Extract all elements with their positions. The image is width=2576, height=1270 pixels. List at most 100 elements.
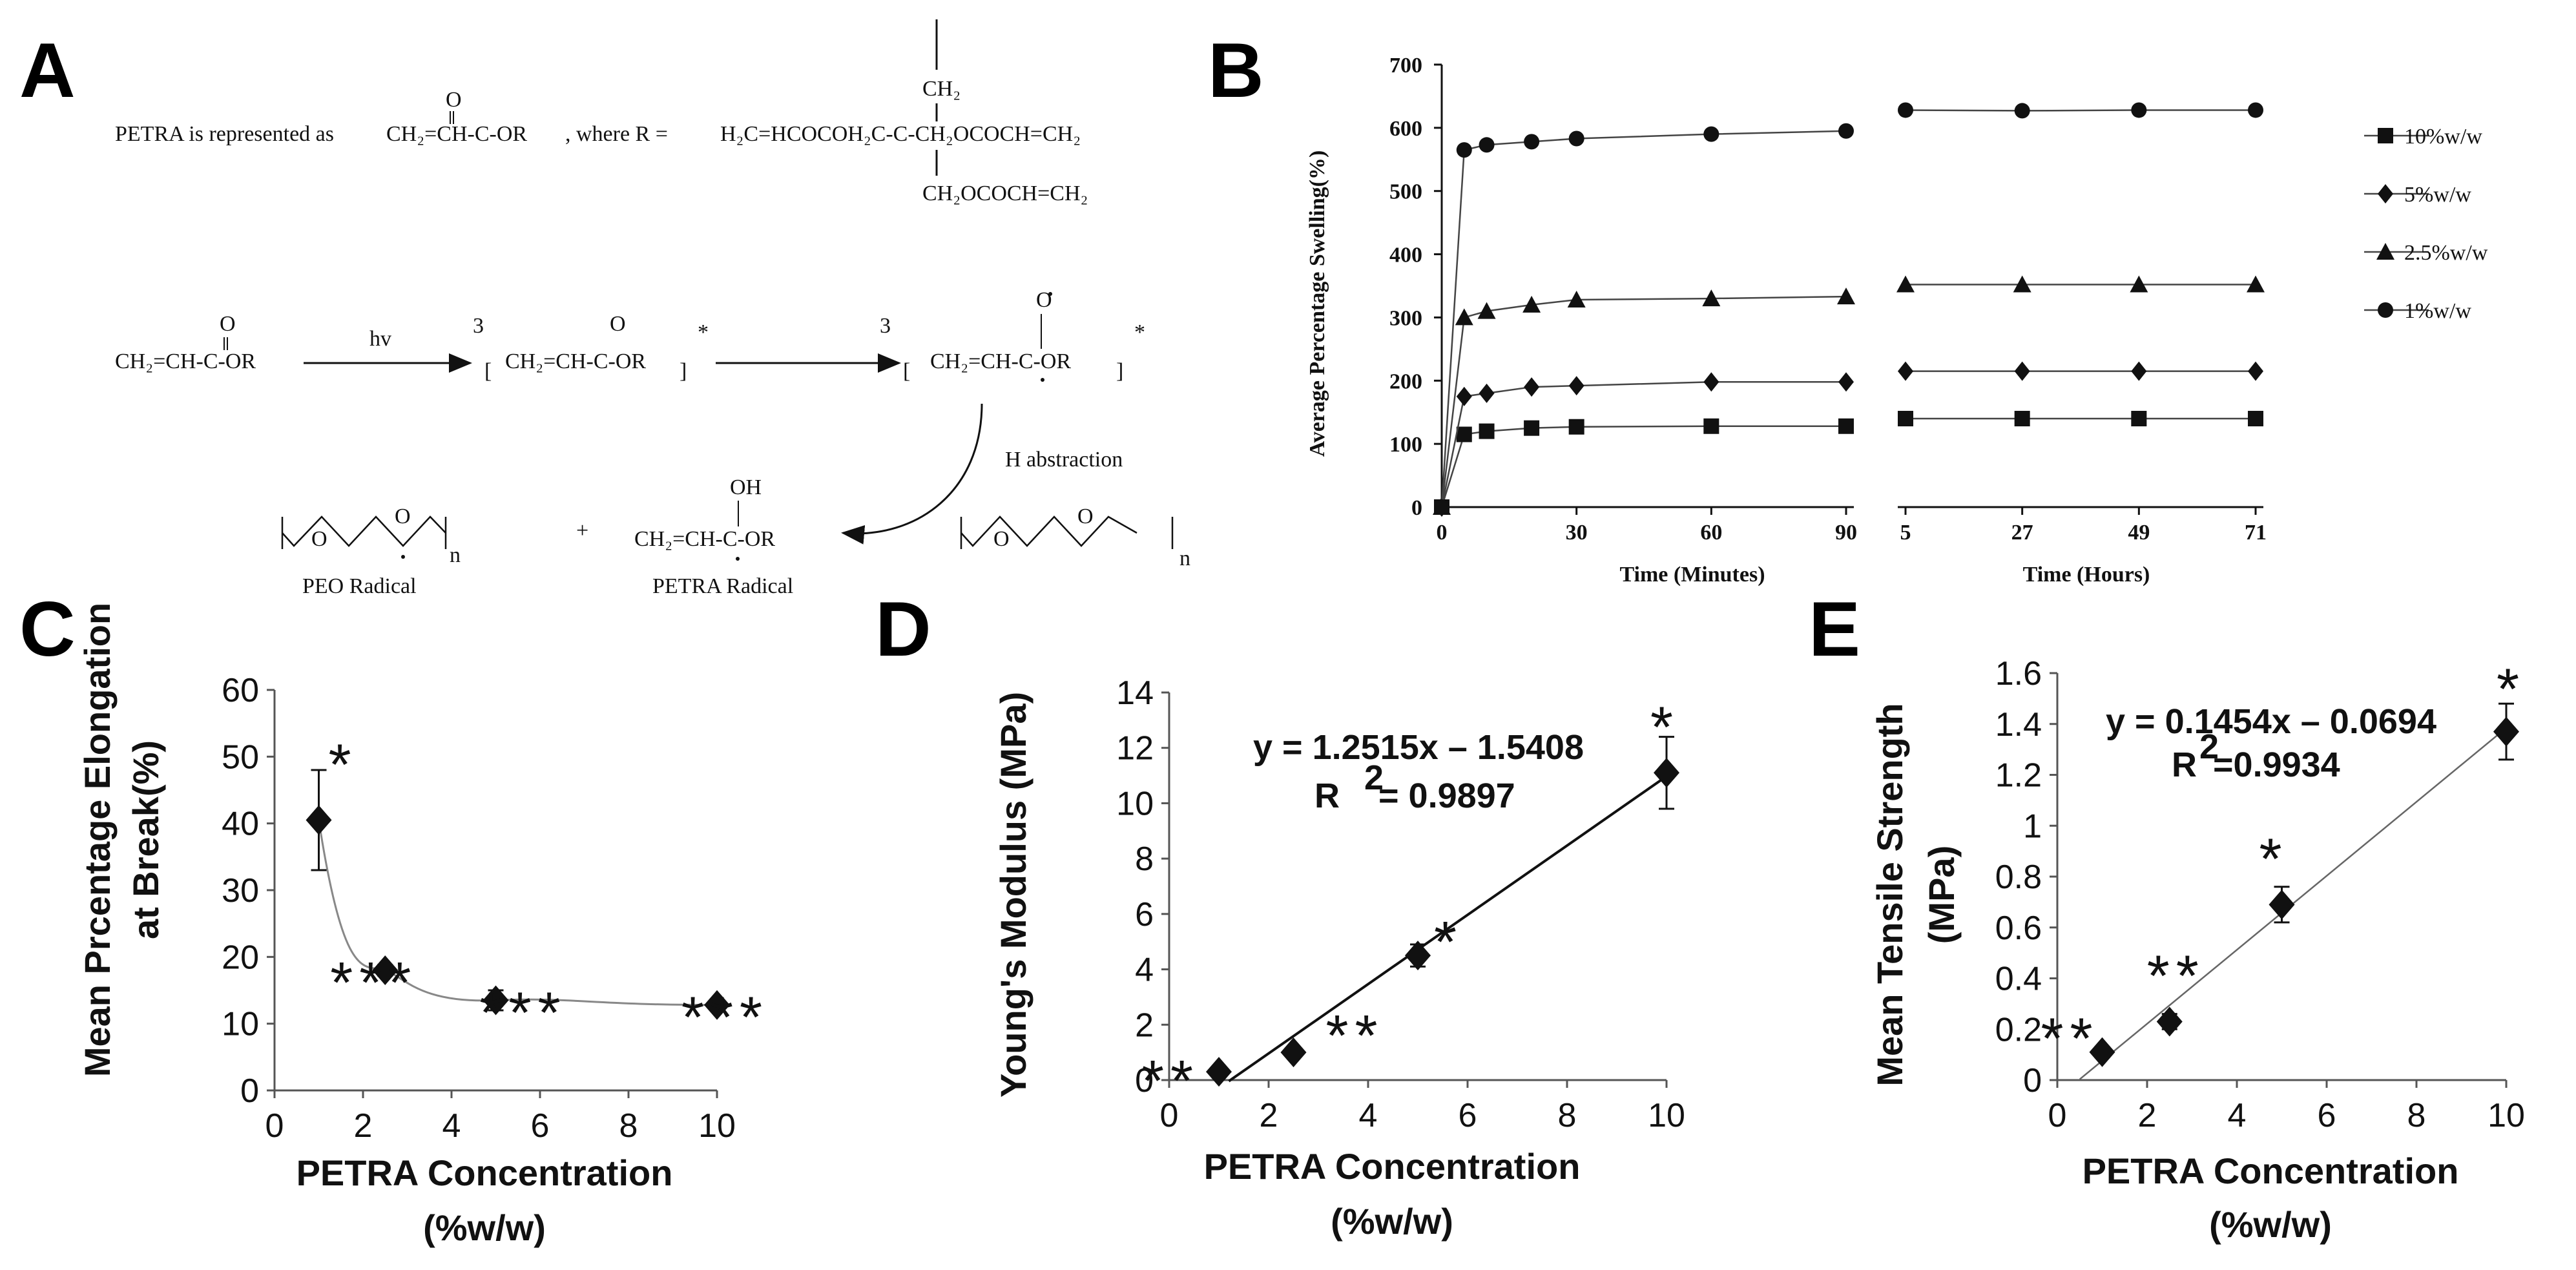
y-tick-label: 1.6 [1995,655,2042,692]
x-tick-label: 6 [2318,1097,2336,1134]
data-point [1838,418,1854,434]
significance-label: ** [1141,1049,1200,1114]
data-point [372,955,399,985]
x-tick-label: 2 [2138,1097,2157,1134]
data-point [1838,123,1854,139]
bracket-close-2: ] [1116,359,1123,383]
data-point [2248,102,2263,118]
x-tick-label: 4 [2228,1097,2247,1134]
series-line-minutes [1440,295,1847,508]
data-point [2014,361,2030,381]
chart-b-x-axis-label-hours: Time (Hours) [2023,563,2150,587]
x-tick-label: 8 [2407,1097,2426,1134]
data-point [1479,423,1495,439]
x-tick-label-hours: 71 [2245,521,2267,545]
x-tick-label: 0 [265,1107,284,1145]
excited-star-1: * [698,320,709,344]
triplet-superscript-2: 3 [880,314,891,338]
reactant-formula: CH₂=CH-C-OR [115,349,256,373]
chart-d-r2-value: = 0.9897 [1378,776,1515,815]
y-tick-label: 0.2 [1995,1011,2042,1048]
chart-b-y-axis-label: Average Percentage Swelling(%) [1305,151,1329,457]
data-point [1479,383,1495,403]
x-tick-label: 10 [1648,1097,1685,1134]
y-tick-label: 700 [1389,54,1422,78]
legend-marker [2378,128,2393,143]
y-tick-label: 30 [222,872,259,910]
significance-label: * [1650,695,1679,760]
y-tick-label: 12 [1116,730,1154,767]
chart-d-r2-superscript: 2 [1364,758,1384,797]
peo-oxygen-1: O [311,527,327,551]
data-point [2131,102,2147,118]
petra-radical-oh: OH [730,475,762,499]
data-point [1838,372,1854,392]
legend-label: 5%w/w [2404,183,2471,207]
legend-label: 1%w/w [2404,299,2471,323]
x-tick-label-hours: 49 [2128,521,2150,545]
y-tick-label: 2 [1135,1006,1154,1044]
x-tick-label: 6 [531,1107,550,1145]
swelling-chart: 0 100 200 300 400 500 600 700 0 30 60 90 5 27 49 71 10%w… [1389,54,2488,545]
reactant-oxygen: O [220,312,236,336]
y-tick-label: 0 [240,1072,259,1110]
x-tick-label-minutes: 60 [1700,521,1722,545]
series-line-minutes [1440,130,1847,508]
peo-chain-structure [960,515,1174,549]
x-tick-label-hours: 5 [1900,521,1911,545]
chart-d-y-axis-label: Young's Modulus (MPa) [993,692,1034,1098]
peo-radical-label: PEO Radical [302,574,417,598]
x-tick-label: 0 [1160,1097,1179,1134]
data-point [704,990,730,1020]
x-tick-label: 4 [1359,1097,1378,1134]
y-tick-label: 0 [1135,1062,1154,1099]
chart-c-x-axis-label-2: (%w/w) [423,1207,546,1248]
chart-e-r2-superscript: 2 [2199,727,2219,766]
y-tick-label: 10 [1116,785,1154,822]
significance-label: *** [681,986,769,1050]
significance-label: * [2259,827,2289,891]
data-point [483,985,509,1015]
data-point [1898,411,1913,426]
y-tick-label: 0 [1411,496,1422,520]
peo-radical-structure [281,515,447,549]
r-group-bottom: CH₂OCOCH=CH₂ [922,182,1088,205]
petra-radical-label: PETRA Radical [652,574,793,598]
y-tick-label: 0.4 [1995,961,2042,998]
petra-formula: CH₂=CH-C-OR [386,122,527,146]
data-point [1654,758,1679,788]
chart-c-y-axis-label-1: Mean Prcentage Elongation [77,603,118,1077]
significance-label: ** [2041,1007,2099,1072]
hv-label: hv [369,327,391,351]
x-tick-label-minutes: 0 [1437,521,1448,545]
data-point [1455,308,1473,326]
data-point [1837,287,1855,305]
chart-e-r2-prefix: R [2172,745,2197,784]
data-point [1703,372,1719,392]
panel-letter-e: E [1809,586,1860,672]
y-tick-label: 50 [222,738,259,776]
x-tick-label: 10 [2488,1097,2525,1134]
peo-n-1: n [450,543,461,567]
y-tick-label: 1.2 [1995,757,2042,795]
biradical-oxygen: O [1036,288,1052,312]
x-tick-label: 4 [442,1107,461,1145]
y-tick-label: 300 [1389,306,1422,330]
petra-radical-formula: CH₂=CH-C-OR [634,527,775,551]
chart-e-x-axis-label-1: PETRA Concentration [2083,1150,2459,1191]
data-point [1524,377,1540,397]
data-point [2493,716,2519,747]
significance-label: * [1434,910,1463,975]
data-point [1456,142,1472,158]
carbonyl-oxygen-label: O [446,88,462,112]
trend-line [1228,775,1668,1083]
data-point [2131,361,2147,381]
x-tick-label-minutes: 90 [1835,521,1857,545]
plus-sign: + [576,519,588,543]
data-point [1568,376,1584,396]
excited-star-2: * [1134,320,1145,344]
significance-label: *** [330,951,417,1015]
x-tick-label: 6 [1459,1097,1477,1134]
